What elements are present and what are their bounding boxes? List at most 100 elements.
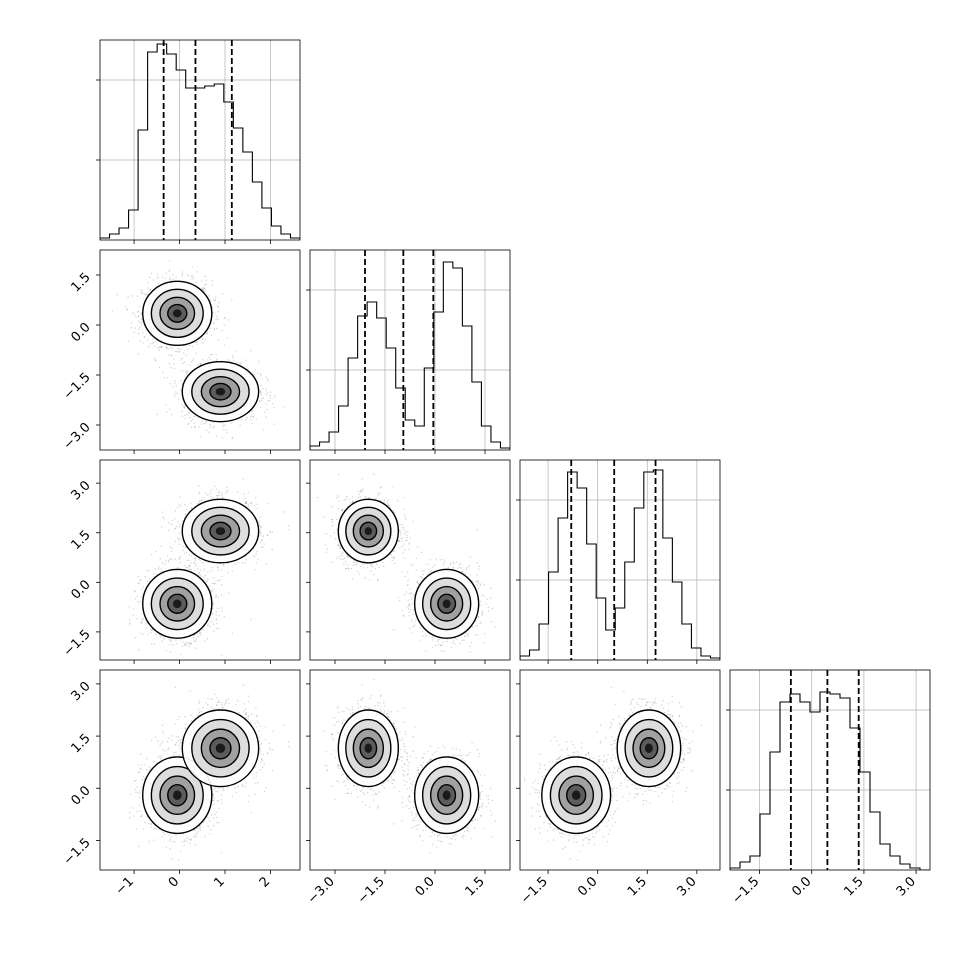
data-point <box>133 608 134 609</box>
data-point <box>179 544 180 545</box>
data-point <box>159 558 160 559</box>
data-point <box>173 363 174 364</box>
data-point <box>137 353 138 354</box>
data-point <box>141 324 142 325</box>
data-point <box>260 516 261 517</box>
data-point <box>180 496 181 497</box>
data-point <box>216 627 217 628</box>
data-point <box>176 643 177 644</box>
data-point <box>187 348 188 349</box>
data-point <box>250 419 251 420</box>
data-point <box>211 354 212 355</box>
data-point <box>134 314 135 315</box>
data-point <box>241 419 242 420</box>
data-point <box>170 355 171 356</box>
data-point <box>196 271 197 272</box>
data-point <box>221 610 222 611</box>
data-point <box>131 327 132 328</box>
data-point <box>129 619 130 620</box>
data-point <box>274 423 275 424</box>
data-point <box>138 333 139 334</box>
data-point <box>252 372 253 373</box>
data-point <box>209 585 210 586</box>
data-point <box>183 352 184 353</box>
data-point <box>169 260 170 261</box>
data-point <box>158 566 159 567</box>
data-point <box>226 432 227 433</box>
data-point <box>162 277 163 278</box>
data-point <box>139 601 140 602</box>
data-point <box>151 554 152 555</box>
data-point <box>135 327 136 328</box>
data-point <box>217 569 218 570</box>
data-point <box>192 346 193 347</box>
data-point <box>201 562 202 563</box>
data-point <box>189 417 190 418</box>
data-point <box>260 373 261 374</box>
data-point <box>269 400 270 401</box>
data-point <box>246 417 247 418</box>
data-point <box>207 624 208 625</box>
data-point <box>180 505 181 506</box>
data-point <box>193 358 194 359</box>
data-point <box>194 426 195 427</box>
data-point <box>230 360 231 361</box>
data-point <box>210 590 211 591</box>
data-point <box>200 575 201 576</box>
data-point <box>213 427 214 428</box>
data-point <box>221 494 222 495</box>
data-point <box>150 632 151 633</box>
data-point <box>212 280 213 281</box>
data-point <box>149 289 150 290</box>
data-point <box>176 526 177 527</box>
data-point <box>193 637 194 638</box>
data-point <box>177 393 178 394</box>
data-point <box>213 300 214 301</box>
data-point <box>238 562 239 563</box>
data-point <box>171 355 172 356</box>
data-point <box>199 572 200 573</box>
data-point <box>151 644 152 645</box>
data-point <box>143 587 144 588</box>
data-point <box>223 324 224 325</box>
data-point <box>155 341 156 342</box>
data-point <box>141 619 142 620</box>
data-point <box>169 644 170 645</box>
data-point <box>199 574 200 575</box>
data-point <box>176 385 177 386</box>
data-point <box>218 311 219 312</box>
data-point <box>150 629 151 630</box>
data-point <box>264 543 265 544</box>
data-point <box>180 562 181 563</box>
data-point <box>189 364 190 365</box>
data-point <box>146 627 147 628</box>
data-point <box>210 425 211 426</box>
data-point <box>173 274 174 275</box>
data-point <box>194 560 195 561</box>
data-point <box>165 560 166 561</box>
data-point <box>267 503 268 504</box>
data-point <box>181 411 182 412</box>
data-point <box>216 358 217 359</box>
data-point <box>183 643 184 644</box>
data-point <box>221 569 222 570</box>
data-point <box>126 309 127 310</box>
data-point <box>136 618 137 619</box>
data-point <box>159 350 160 351</box>
data-point <box>205 421 206 422</box>
data-point <box>138 316 139 317</box>
data-point <box>195 342 196 343</box>
data-point <box>177 521 178 522</box>
data-point <box>215 618 216 619</box>
data-point <box>251 619 252 620</box>
data-point <box>216 594 217 595</box>
data-point <box>192 275 193 276</box>
data-point <box>213 589 214 590</box>
y-tick-label: −1.5 <box>61 370 94 403</box>
data-point <box>198 485 199 486</box>
data-point <box>256 418 257 419</box>
data-point <box>232 357 233 358</box>
data-point <box>186 373 187 374</box>
data-point <box>131 295 132 296</box>
data-point <box>204 640 205 641</box>
